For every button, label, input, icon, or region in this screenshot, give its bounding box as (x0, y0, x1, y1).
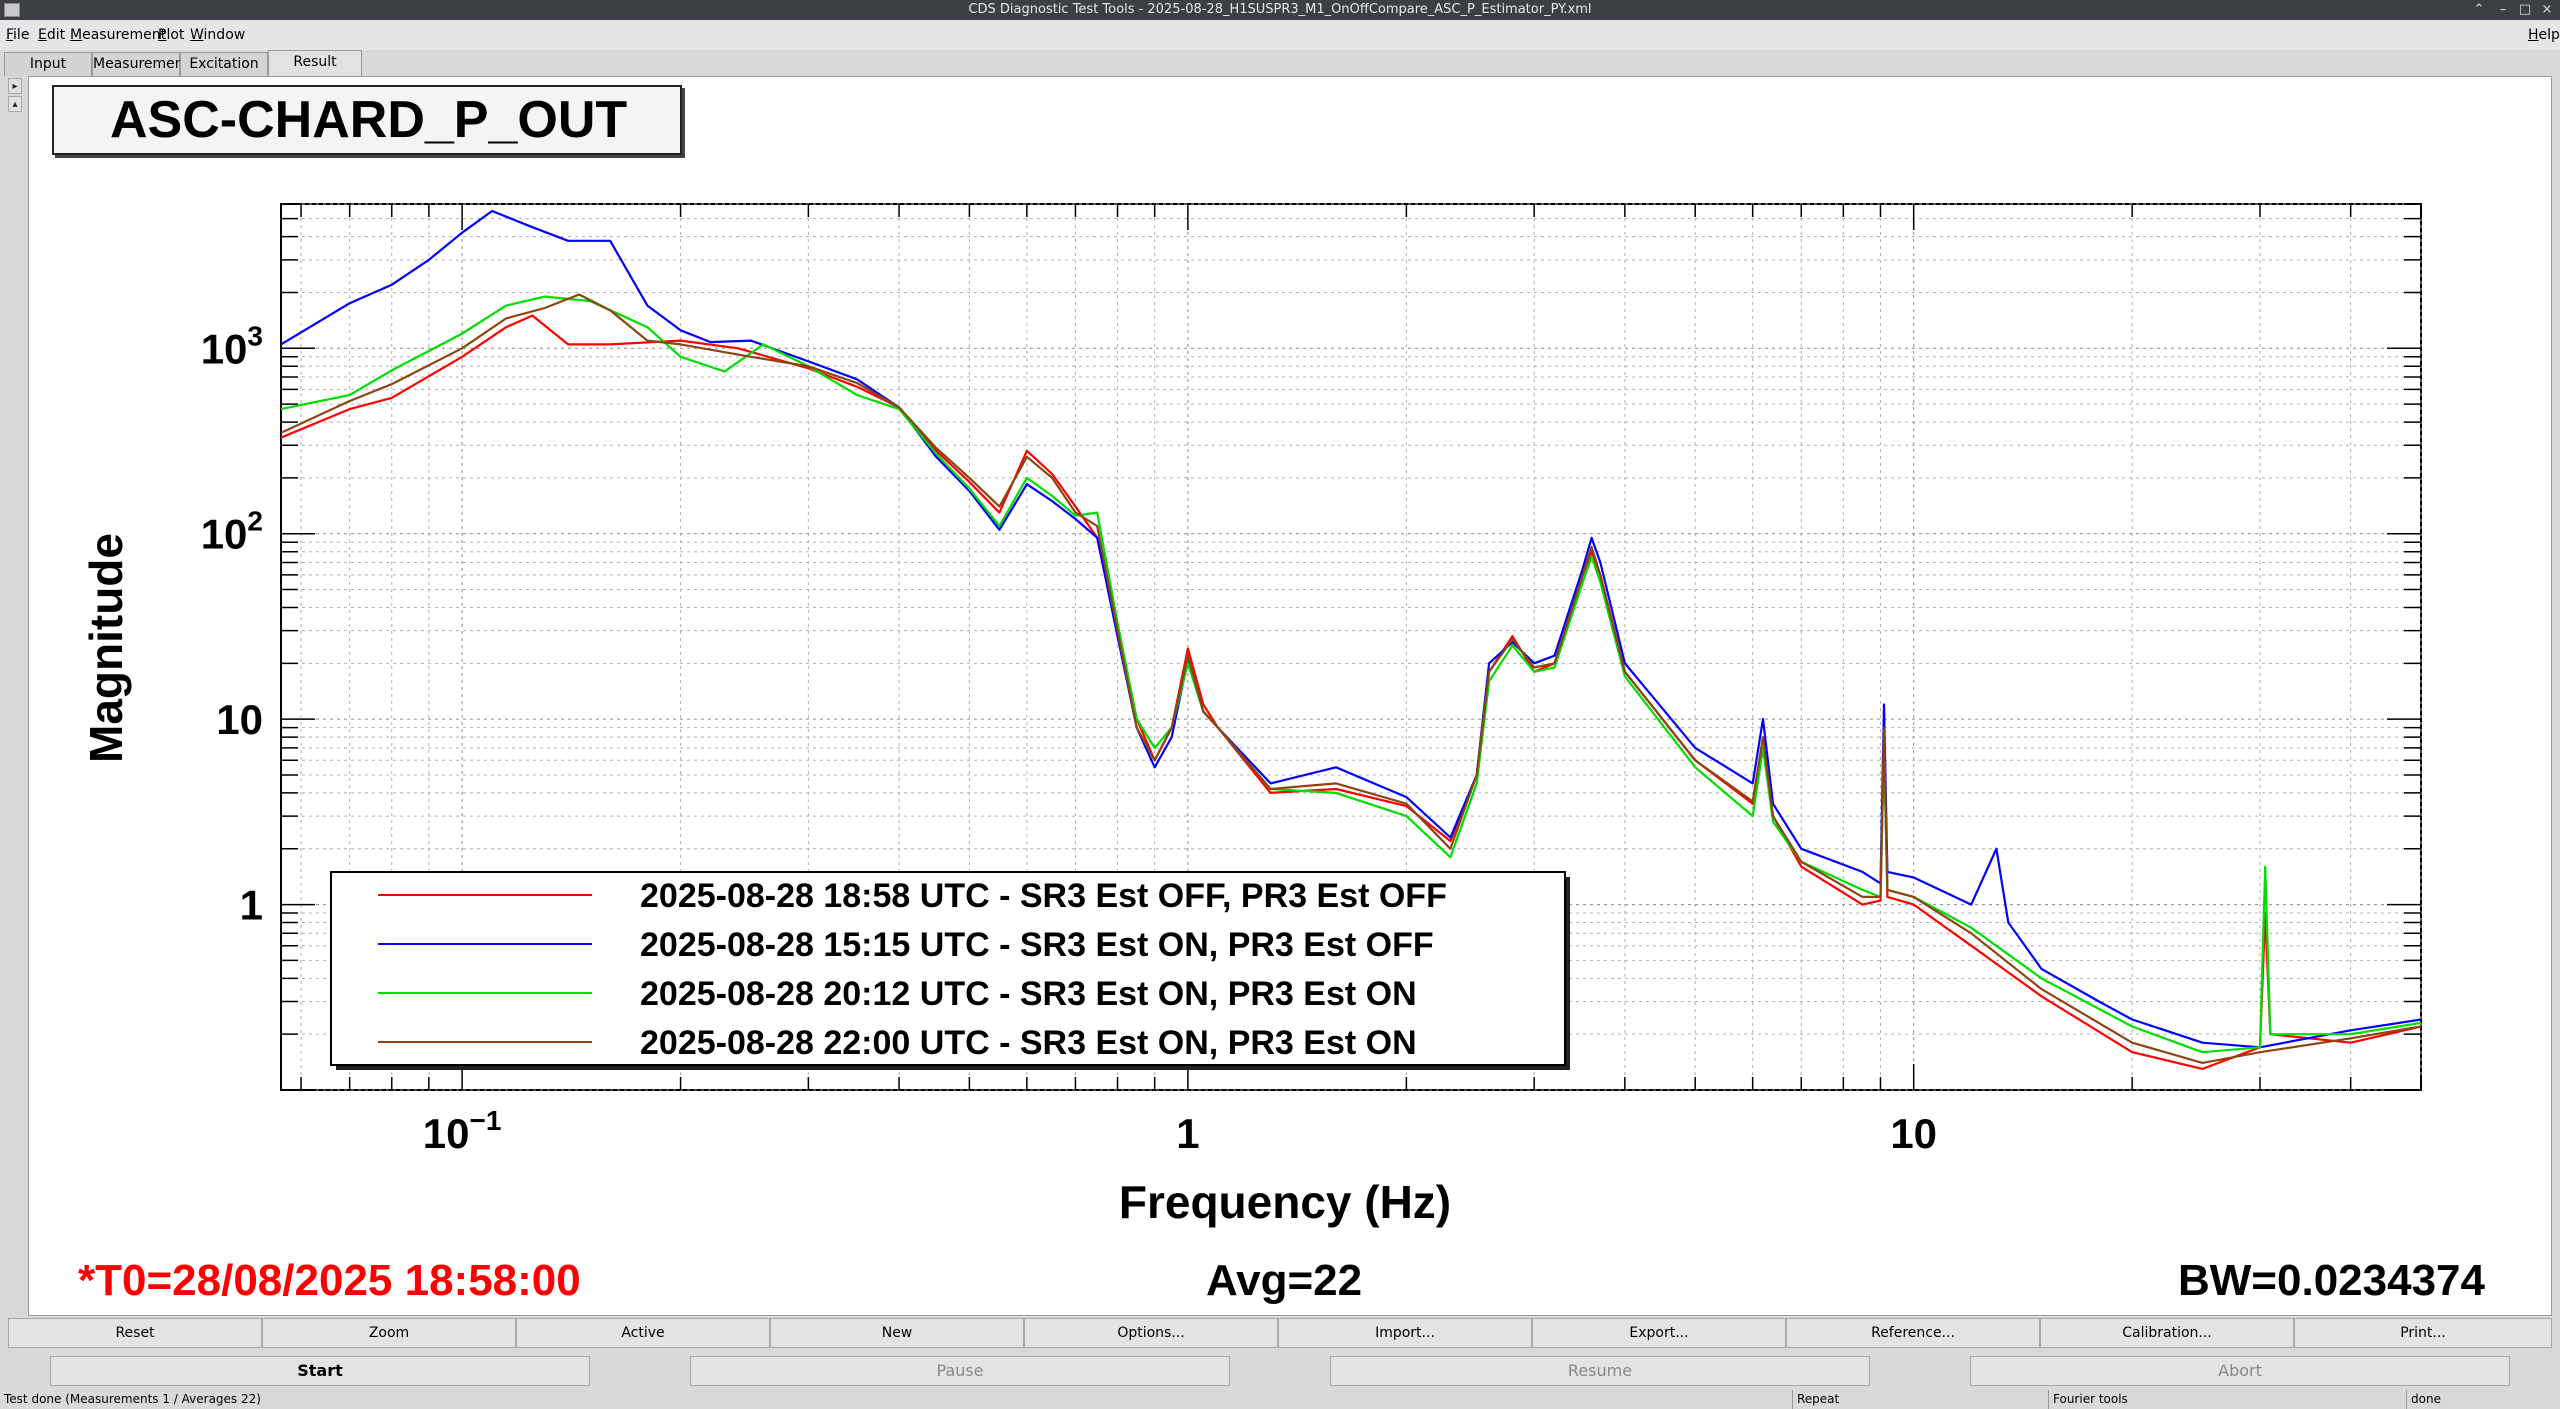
legend-box (330, 871, 1566, 1066)
status-state: done (2406, 1390, 2441, 1409)
menu-file[interactable]: File (6, 27, 30, 43)
axis-ticks (281, 203, 2422, 1091)
resume-button[interactable]: Resume (1330, 1356, 1870, 1386)
y-axis-label: Magnitude (80, 533, 132, 763)
plot-title: ASC-CHARD_P_OUT (52, 85, 682, 155)
calibration-button[interactable]: Calibration... (2040, 1318, 2294, 1348)
menu-plot[interactable]: Plot (158, 27, 185, 43)
x-axis-label: Frequency (Hz) (1119, 1176, 1451, 1228)
series-layer (281, 209, 2421, 1071)
tab-bar: Input Measurement Excitation Result (0, 50, 2560, 76)
reset-button[interactable]: Reset (8, 1318, 262, 1348)
tab-measurement[interactable]: Measurement (92, 52, 189, 76)
series-line-2 (281, 209, 2421, 1049)
tab-result[interactable]: Result (268, 50, 362, 76)
y-tick-label: 103 (201, 320, 263, 372)
new-button[interactable]: New (770, 1318, 1024, 1348)
window-chevron-icon[interactable]: ⌃ (2473, 2, 2485, 17)
bw-label: BW=0.0234374 (2178, 1256, 2485, 1305)
pane-arrows: ▸ ▴ (8, 78, 24, 114)
reference-button[interactable]: Reference... (1786, 1318, 2040, 1348)
menu-help[interactable]: Help (2528, 27, 2560, 43)
status-tools: Fourier tools (2048, 1390, 2128, 1409)
status-repeat: Repeat (1792, 1390, 1839, 1409)
y-tick-label: 10 (216, 696, 263, 743)
x-tick-label: 1 (1176, 1110, 1199, 1157)
maximize-button[interactable]: □ (2518, 2, 2532, 17)
collapse-up-icon[interactable]: ▴ (8, 96, 22, 112)
tick-labels: 10−1 1 10 1 10 102 103 (201, 320, 1937, 1157)
print-button[interactable]: Print... (2294, 1318, 2552, 1348)
start-button[interactable]: Start (50, 1356, 590, 1386)
avg-label: Avg=22 (1206, 1256, 1363, 1305)
legend-label-2: 2025-08-28 15:15 UTC - SR3 Est ON, PR3 E… (640, 926, 1434, 964)
legend-label-4: 2025-08-28 22:00 UTC - SR3 Est ON, PR3 E… (640, 1024, 1417, 1062)
title-bar: CDS Diagnostic Test Tools - 2025-08-28_H… (0, 0, 2560, 20)
t0-label: *T0=28/08/2025 18:58:00 (78, 1256, 581, 1305)
export-button[interactable]: Export... (1532, 1318, 1786, 1348)
window-title: CDS Diagnostic Test Tools - 2025-08-28_H… (968, 2, 1592, 17)
run-control-row: Start Pause Resume Abort (0, 1356, 2560, 1386)
menu-bar: File Edit Measurement Plot Window Help (0, 20, 2560, 50)
x-tick-label: 10 (1890, 1110, 1937, 1157)
expand-right-icon[interactable]: ▸ (8, 78, 22, 94)
zoom-button[interactable]: Zoom (262, 1318, 516, 1348)
close-button[interactable]: × (2541, 2, 2553, 17)
tab-excitation[interactable]: Excitation (180, 52, 268, 76)
app-icon (4, 3, 20, 17)
menu-measurement[interactable]: Measurement (70, 27, 167, 43)
legend: 2025-08-28 18:58 UTC - SR3 Est OFF, PR3 … (330, 871, 1570, 1070)
series-line-4 (281, 293, 2421, 1065)
pause-button[interactable]: Pause (690, 1356, 1230, 1386)
y-tick-label: 1 (240, 882, 263, 929)
active-button[interactable]: Active (516, 1318, 770, 1348)
minimize-button[interactable]: – (2499, 2, 2507, 17)
x-tick-label: 10−1 (423, 1105, 502, 1157)
abort-button[interactable]: Abort (1970, 1356, 2510, 1386)
status-bar: Test done (Measurements 1 / Averages 22)… (0, 1390, 2560, 1409)
legend-label-1: 2025-08-28 18:58 UTC - SR3 Est OFF, PR3 … (640, 877, 1447, 915)
grid-lines (281, 203, 2422, 1091)
status-message: Test done (Measurements 1 / Averages 22) (4, 1392, 261, 1406)
y-tick-label: 102 (201, 506, 263, 558)
tab-input[interactable]: Input (4, 52, 92, 76)
options-button[interactable]: Options... (1024, 1318, 1278, 1348)
menu-window[interactable]: Window (190, 27, 246, 43)
plot-button-row: Reset Zoom Active New Options... Import.… (8, 1318, 2552, 1348)
legend-label-3: 2025-08-28 20:12 UTC - SR3 Est ON, PR3 E… (640, 975, 1417, 1013)
import-button[interactable]: Import... (1278, 1318, 1532, 1348)
menu-edit[interactable]: Edit (38, 27, 66, 43)
